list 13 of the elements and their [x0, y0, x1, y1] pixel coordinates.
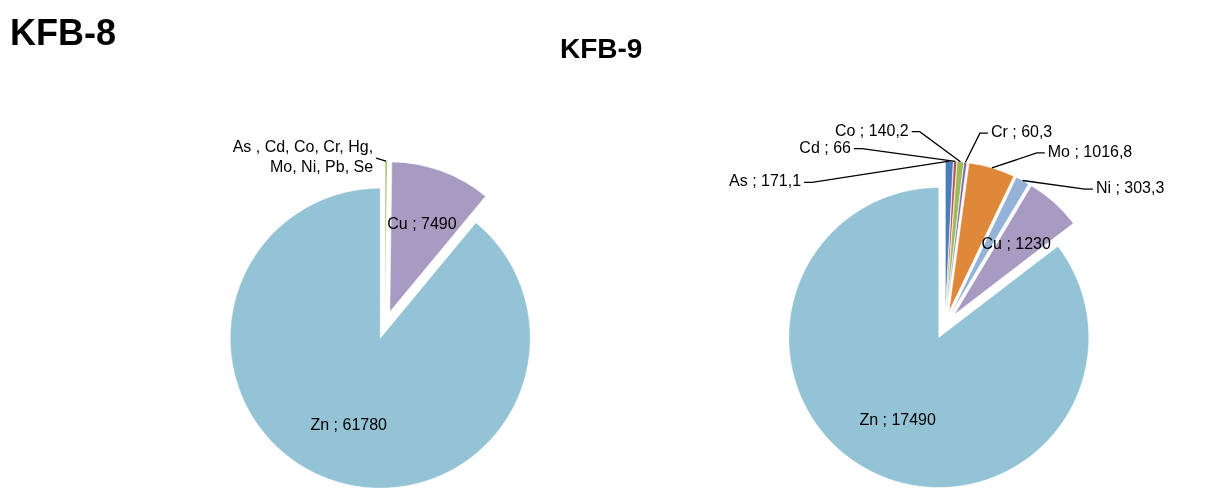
slice-label: As ; 171,1 [729, 172, 802, 190]
slice-label: Co ; 140,2 [834, 121, 909, 139]
slice-label: Zn ; 61780 [310, 415, 388, 433]
slice-label: Cr ; 60,3 [990, 123, 1053, 141]
slice-label: Cd ; 66 [799, 138, 852, 156]
slice-label: As , Cd, Co, Cr, Hg, Mo, Ni, Pb, Se [232, 138, 374, 176]
slice-label: Mo ; 1016,8 [1047, 143, 1133, 161]
slice-label: Cu ; 1230 [981, 235, 1051, 253]
slice-label: Cu ; 7490 [387, 214, 457, 232]
slice-label: Zn ; 17490 [859, 411, 937, 429]
chart-title: KFB-9 [560, 33, 643, 64]
slice-label: Ni ; 303,3 [1095, 179, 1165, 197]
chart-title: KFB-8 [10, 12, 116, 53]
